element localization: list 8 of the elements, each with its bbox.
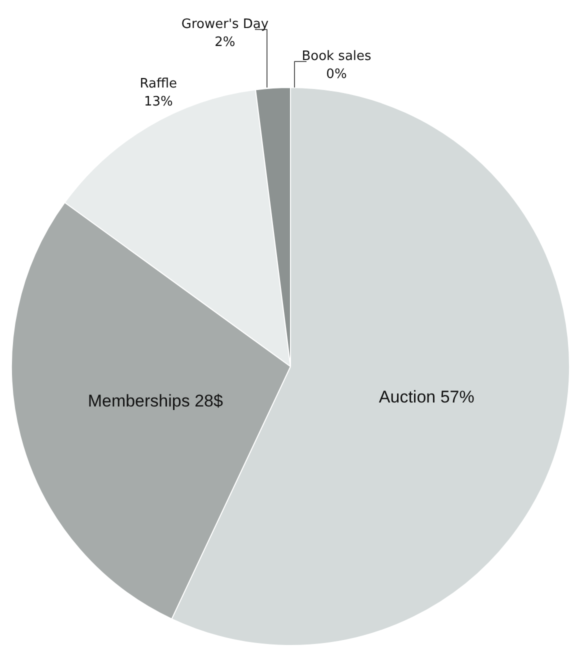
slice-label: Grower's Day — [181, 17, 269, 32]
data-label: 13% — [144, 94, 173, 110]
category-label: Book sales — [302, 49, 372, 64]
text: 0% — [326, 67, 347, 82]
slice-label: Auction 57% — [378, 387, 474, 406]
data-label: 2% — [214, 35, 236, 50]
slice-label: Memberships 28$ — [88, 392, 224, 411]
slice-label: Raffle — [140, 76, 178, 92]
